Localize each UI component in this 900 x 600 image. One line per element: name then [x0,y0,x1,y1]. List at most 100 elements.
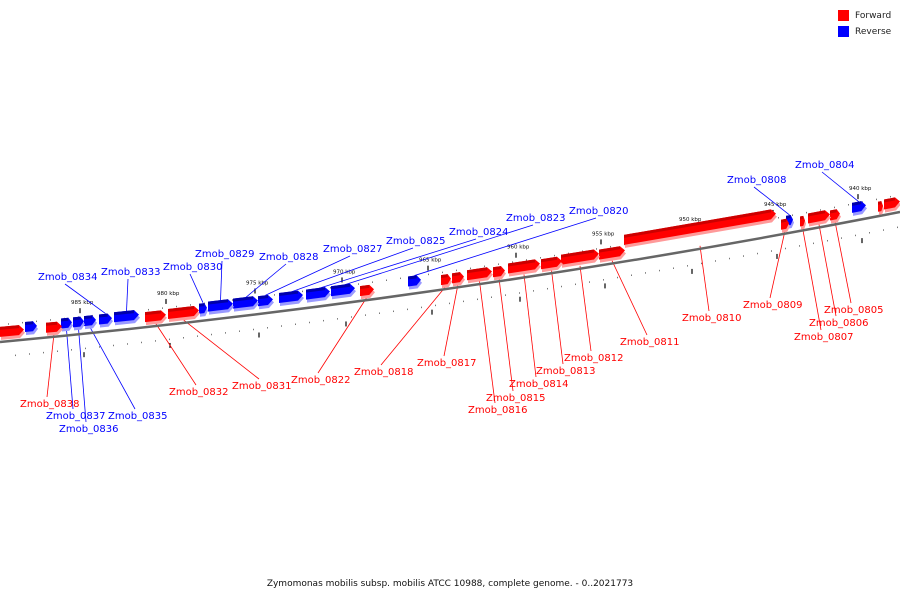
minor-tick-dot [386,279,387,282]
minor-tick-dot [435,304,436,307]
gene-Zmob_0807[interactable] [800,215,806,230]
leader-line [66,329,74,410]
leader-line [245,263,287,298]
gene-Zmob_0829[interactable] [208,299,234,315]
minor-tick-dot [281,325,282,327]
minor-tick-dot [176,305,177,308]
leader-line [414,217,597,276]
gene-Zmob_0830[interactable] [199,303,208,317]
leader-line [821,171,860,203]
gene-edge-rev-0[interactable] [25,321,38,336]
gene-Zmob_0822[interactable] [360,284,375,300]
gene-Zmob_0823[interactable] [331,283,356,300]
gene-Zmob_0825[interactable] [279,290,304,307]
gene-highlight [452,272,460,277]
gene-Zmob_0812[interactable] [561,249,600,268]
gene-label-Zmob_0815: Zmob_0815 [486,393,546,404]
minor-tick-dot [596,248,597,250]
leader-line [317,296,368,374]
gene-Zmob_0804[interactable] [852,201,867,216]
gene-Zmob_0833[interactable] [114,310,140,326]
leader-line [498,278,514,392]
leader-line [64,283,106,314]
gene-label-Zmob_0816: Zmob_0816 [468,405,528,416]
minor-tick-dot [225,332,226,334]
minor-tick-dot [771,250,772,252]
minor-tick-dot [897,226,898,229]
gene-Zmob_0815[interactable] [493,266,506,281]
gene-Zmob_0834[interactable] [99,313,113,328]
gene-Zmob_0828[interactable] [233,296,259,312]
minor-tick-dot [421,306,422,309]
gene-highlight [233,296,253,302]
gene-Zmob_0811[interactable] [599,246,626,263]
minor-tick-dot [813,242,814,245]
gene-label-Zmob_0811: Zmob_0811 [620,337,680,348]
gene-label-Zmob_0820: Zmob_0820 [569,206,629,217]
gene-Zmob_0816[interactable] [467,267,493,284]
gene-label-Zmob_0834: Zmob_0834 [38,272,98,283]
minor-tick-dot [785,247,786,250]
minor-tick-dot [29,353,30,355]
minor-tick-dot [484,265,485,268]
minor-tick-dot [575,283,576,286]
gene-label-Zmob_0822: Zmob_0822 [291,375,351,386]
minor-tick-dot [358,283,359,285]
minor-tick-dot [449,302,450,305]
minor-tick-dot [498,263,499,265]
gene-Zmob_0805[interactable] [830,209,841,224]
gene-highlight [408,275,417,280]
gene-Zmob_0806[interactable] [808,210,831,227]
gene-edge-fwd-2[interactable] [878,201,884,215]
minor-tick-dot [267,327,268,329]
gene-highlight [878,201,882,205]
minor-tick-dot [155,340,156,342]
gene-Zmob_0810[interactable] [624,209,777,248]
minor-tick-dot [799,245,800,247]
gene-highlight [73,316,81,321]
minor-tick-dot [561,285,562,288]
minor-tick-dot [183,337,184,339]
minor-tick-dot [239,330,240,332]
gene-label-Zmob_0814: Zmob_0814 [509,379,569,390]
gene-Zmob_0836[interactable] [73,316,85,331]
gene-highlight [168,305,194,312]
minor-tick-dot [309,321,310,324]
gene-Zmob_0818[interactable] [441,274,452,289]
minor-tick-dot [141,341,142,344]
leader-line [834,221,852,304]
minor-tick-dot [274,294,275,296]
gene-Zmob_0809[interactable] [781,218,790,233]
gene-highlight [25,321,33,326]
gene-label-Zmob_0831: Zmob_0831 [232,381,292,392]
gene-label-Zmob_0824: Zmob_0824 [449,227,509,238]
gene-Zmob_0827[interactable] [258,294,274,310]
gene-edge-fwd-0[interactable] [0,325,25,340]
minor-tick-dot [351,316,352,318]
minor-tick-dot [715,260,716,262]
gene-highlight [258,294,268,300]
minor-tick-dot [43,351,44,354]
leader-line [753,186,790,216]
gene-label-Zmob_0827: Zmob_0827 [323,244,383,255]
gene-Zmob_0835[interactable] [84,315,97,330]
gene-highlight [852,201,862,206]
gene-Zmob_0838[interactable] [46,321,63,336]
gene-edge-fwd-1[interactable] [884,197,900,213]
gene-Zmob_0817[interactable] [452,272,465,287]
tick-label: 965 kbp [419,258,442,264]
gene-Zmob_0814[interactable] [508,259,541,277]
gene-highlight [786,215,791,219]
leader-line [769,230,786,299]
gene-Zmob_0832[interactable] [145,310,167,326]
minor-tick-dot [582,250,583,252]
gene-Zmob_0837[interactable] [61,317,73,332]
minor-tick-dot [71,349,72,351]
reverse-label: Reverse [855,26,892,37]
gene-Zmob_0813[interactable] [541,256,563,273]
gene-Zmob_0820[interactable] [408,275,422,290]
minor-tick-dot [862,201,863,203]
gene-Zmob_0824[interactable] [306,287,331,303]
gene-Zmob_0831[interactable] [168,305,200,322]
